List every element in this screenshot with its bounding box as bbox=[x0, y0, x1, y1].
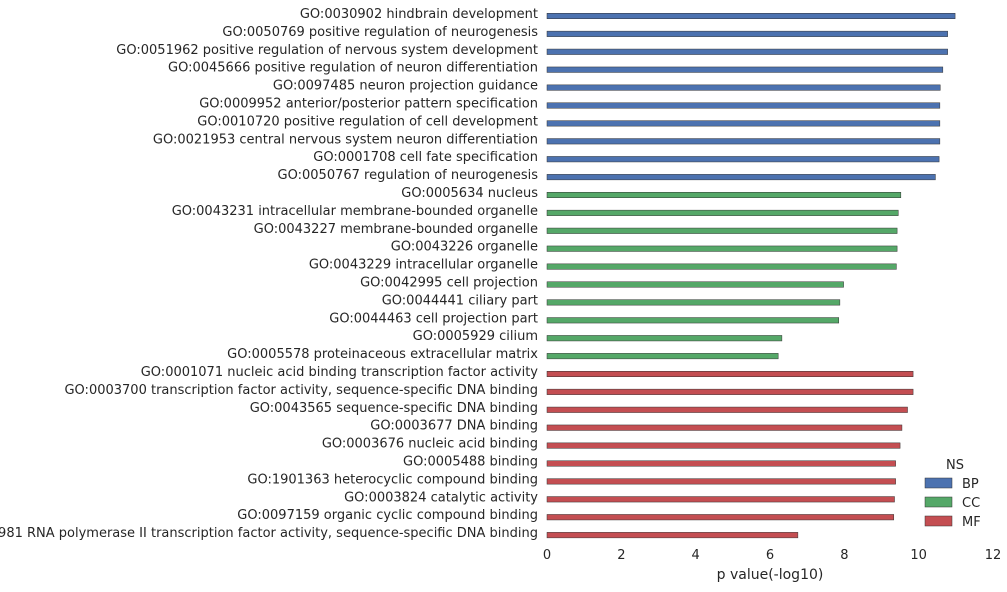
x-axis-label: p value(-log10) bbox=[717, 567, 824, 583]
bar bbox=[546, 66, 944, 73]
bar bbox=[546, 388, 914, 395]
y-tick-label: GO:0010720 positive regulation of cell d… bbox=[197, 114, 538, 129]
bar bbox=[546, 496, 895, 503]
bars-layer bbox=[546, 13, 956, 539]
bar bbox=[546, 209, 899, 216]
bar bbox=[546, 442, 901, 449]
bar bbox=[546, 353, 779, 360]
y-tick-label: GO:0001708 cell fate specification bbox=[313, 150, 538, 165]
legend-swatch bbox=[924, 477, 953, 489]
y-tick-label: GO:0043226 organelle bbox=[391, 240, 538, 255]
y-tick-label: GO:1901363 heterocyclic compound binding bbox=[247, 472, 538, 487]
y-tick-label: GO:0097485 neuron projection guidance bbox=[273, 79, 538, 94]
y-tick-label: GO:0001071 nucleic acid binding transcri… bbox=[141, 365, 539, 380]
x-tick-label: 0 bbox=[543, 548, 551, 563]
bar bbox=[546, 84, 941, 91]
bar bbox=[546, 371, 914, 377]
y-tick-label: GO:0050767 regulation of neurogenesis bbox=[278, 168, 539, 183]
bar bbox=[546, 281, 844, 288]
legend-swatch bbox=[924, 496, 953, 508]
y-tick-label: GO:0097159 organic cyclic compound bindi… bbox=[237, 508, 538, 523]
bar bbox=[546, 13, 956, 19]
legend-swatch bbox=[924, 515, 953, 527]
x-tick-label: 6 bbox=[766, 548, 774, 563]
x-tick-label: 2 bbox=[617, 548, 625, 563]
bar bbox=[546, 30, 948, 37]
y-tick-label: GO:0042995 cell projection bbox=[360, 276, 538, 291]
x-tick-label: 8 bbox=[840, 548, 848, 563]
y-tick-label: GO:0003824 catalytic activity bbox=[344, 490, 538, 505]
y-tick-label: GO:0043229 intracellular organelle bbox=[309, 258, 538, 273]
bar bbox=[546, 174, 936, 181]
bar bbox=[546, 138, 941, 145]
y-tick-label: GO:0003676 nucleic acid binding bbox=[322, 437, 538, 452]
bar bbox=[546, 48, 948, 55]
y-tick-label: GO:0000981 RNA polymerase II transcripti… bbox=[0, 526, 538, 541]
y-tick-label: GO:0044441 ciliary part bbox=[382, 293, 538, 308]
bar bbox=[546, 245, 898, 252]
bar bbox=[546, 424, 903, 431]
bar bbox=[546, 460, 896, 467]
bar bbox=[546, 406, 908, 413]
x-tick-label: 10 bbox=[910, 548, 927, 563]
y-tick-labels: GO:0030902 hindbrain development GO:00507… bbox=[0, 7, 538, 541]
bar bbox=[546, 192, 902, 198]
y-tick-label: GO:0043231 intracellular membrane-bounde… bbox=[172, 204, 538, 219]
y-tick-label: GO:0009952 anterior/posterior pattern sp… bbox=[199, 97, 538, 112]
y-tick-label: GO:0044463 cell projection part bbox=[329, 311, 538, 326]
y-tick-label: GO:0043565 sequence-specific DNA binding bbox=[250, 401, 538, 416]
bar bbox=[546, 335, 783, 342]
y-tick-label: GO:0030902 hindbrain development bbox=[300, 7, 538, 22]
y-tick-label: GO:0045666 positive regulation of neuron… bbox=[168, 61, 538, 76]
y-tick-label: GO:0021953 central nervous system neuron… bbox=[153, 132, 538, 147]
x-tick-label: 12 bbox=[985, 548, 1002, 563]
y-tick-label: GO:0005634 nucleus bbox=[401, 186, 538, 201]
bar bbox=[546, 156, 940, 163]
y-tick-label: GO:0005578 proteinaceous extracellular m… bbox=[227, 347, 538, 362]
bar bbox=[546, 478, 896, 485]
legend-label: BP bbox=[962, 477, 979, 492]
y-tick-label: GO:0003700 transcription factor activity… bbox=[64, 383, 538, 398]
legend-items: BP CC MF bbox=[924, 477, 981, 530]
bar bbox=[546, 299, 841, 306]
y-tick-label: GO:0005488 binding bbox=[403, 455, 538, 470]
legend-label: MF bbox=[962, 515, 981, 530]
bar bbox=[546, 102, 941, 109]
bar bbox=[546, 514, 895, 521]
bar bbox=[546, 120, 941, 127]
legend-title: NS bbox=[946, 458, 964, 473]
bar bbox=[546, 227, 898, 234]
legend-label: CC bbox=[962, 496, 980, 511]
y-tick-label: GO:0003677 DNA binding bbox=[370, 419, 538, 434]
bar bbox=[546, 263, 897, 270]
bar bbox=[546, 532, 799, 539]
y-tick-label: GO:0005929 cilium bbox=[413, 329, 538, 344]
x-tick-labels: 0 2 4 6 8 10 12 bbox=[543, 548, 1001, 563]
y-tick-label: GO:0043227 membrane-bounded organelle bbox=[254, 222, 538, 237]
y-tick-label: GO:0051962 positive regulation of nervou… bbox=[116, 43, 538, 58]
legend: NS BP CC MF bbox=[924, 458, 981, 530]
x-tick-label: 4 bbox=[692, 548, 700, 563]
bar bbox=[546, 317, 840, 324]
y-tick-label: GO:0050769 positive regulation of neurog… bbox=[222, 25, 538, 40]
